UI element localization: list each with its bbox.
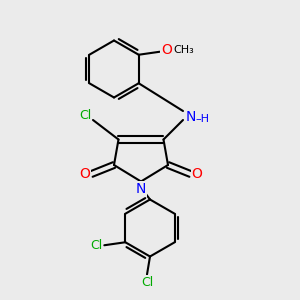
Text: Cl: Cl (141, 275, 153, 289)
Text: Cl: Cl (90, 239, 102, 252)
Text: N: N (136, 182, 146, 196)
Text: O: O (192, 167, 203, 181)
Text: –H: –H (195, 113, 209, 124)
Text: CH₃: CH₃ (173, 45, 194, 55)
Text: N: N (186, 110, 196, 124)
Text: O: O (80, 167, 90, 181)
Text: Cl: Cl (80, 109, 92, 122)
Text: O: O (161, 43, 172, 57)
